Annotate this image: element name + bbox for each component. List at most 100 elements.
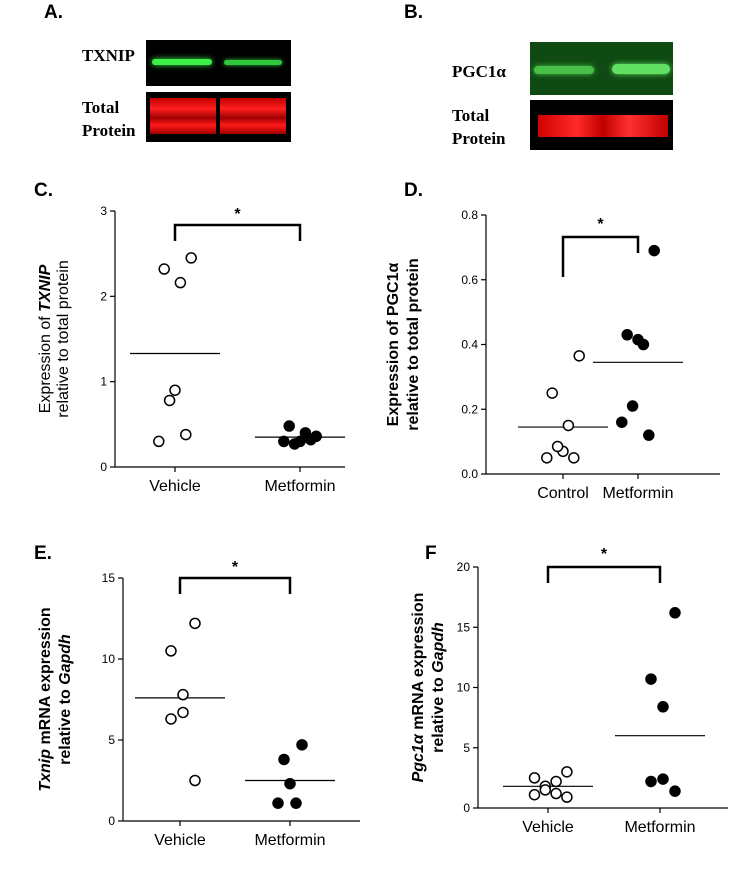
chart-f-point-0-1 bbox=[528, 772, 541, 784]
chart-d-point-0-0 bbox=[573, 350, 585, 362]
panel-a-total-line2: Protein bbox=[82, 121, 136, 140]
chart-e-ytick-label: 10 bbox=[102, 652, 116, 666]
chart-f-point-1-3 bbox=[657, 773, 669, 785]
total-protein-a-lane2 bbox=[220, 98, 286, 134]
chart-c-point-1-1 bbox=[283, 420, 295, 432]
chart-c-ytick-label: 1 bbox=[100, 375, 107, 389]
chart-f-point-1-2 bbox=[657, 701, 669, 713]
chart-c-xtick-label: Vehicle bbox=[149, 478, 201, 495]
chart-e-point-0-3 bbox=[177, 706, 189, 719]
chart-e-point-0-5 bbox=[189, 774, 201, 787]
chart-c-ytick-label: 3 bbox=[100, 204, 107, 218]
chart-f-ytick-label: 5 bbox=[463, 741, 470, 755]
panel-a-total-protein-blot bbox=[146, 92, 291, 142]
chart-d-point-0-4 bbox=[551, 440, 564, 453]
chart-c-ylabel-line2: relative to total protein bbox=[55, 260, 72, 417]
chart-f-point-1-4 bbox=[645, 775, 657, 788]
chart-f-ylabel-line1: Pgc1α mRNA expression bbox=[410, 593, 427, 783]
chart-f-xtick-label: Metformin bbox=[624, 819, 695, 836]
chart-c-xtick-label: Metformin bbox=[264, 478, 335, 495]
chart-c-ylabel-line1-italic: TXNIP bbox=[37, 264, 54, 311]
panel-b-pgc1a-blot bbox=[530, 42, 673, 95]
panel-b-total-line2: Protein bbox=[452, 129, 506, 148]
chart-f-ylabel-line1-suffix: mRNA expression bbox=[410, 593, 427, 735]
chart-e-ylabel-line2-italic: Gapdh bbox=[57, 634, 74, 685]
chart-d-point-0-5 bbox=[568, 452, 580, 464]
chart-c-point-0-2 bbox=[174, 276, 187, 289]
chart-d: 0.0 0.2 0.4 0.6 0.8 Control Metformin Expressio… bbox=[385, 208, 720, 502]
chart-e-point-0-2 bbox=[177, 688, 189, 701]
chart-f-ylabel-line2: relative to Gapdh bbox=[430, 622, 447, 753]
chart-d-ytick-label: 0.2 bbox=[461, 402, 478, 416]
chart-d-point-1-4 bbox=[626, 400, 639, 412]
chart-e-point-0-4 bbox=[165, 713, 177, 725]
chart-f: 0 5 10 15 20 Vehicle Metformin Pgc1α mRNA expre… bbox=[410, 546, 728, 836]
chart-f-point-0-5 bbox=[550, 787, 562, 800]
chart-f-significance-bracket bbox=[546, 565, 662, 583]
chart-d-significance-star: * bbox=[597, 216, 604, 233]
chart-e-point-0-1 bbox=[165, 645, 177, 657]
chart-d-significance-bracket bbox=[561, 235, 640, 277]
panel-b-total-protein-label: Total Protein bbox=[452, 104, 506, 150]
chart-c-point-0-0 bbox=[185, 252, 197, 264]
chart-f-ylabel-line2-italic: Gapdh bbox=[430, 622, 447, 673]
chart-e-point-1-3 bbox=[290, 797, 302, 809]
chart-e-ylabel-line1-italic: Txnip bbox=[37, 749, 54, 792]
chart-d-ytick-label: 0.6 bbox=[461, 273, 478, 287]
chart-c-ylabel-line2-text: relative to total protein bbox=[55, 260, 72, 417]
chart-e-ylabel-line2: relative to Gapdh bbox=[57, 634, 74, 765]
chart-e-point-1-2 bbox=[284, 777, 296, 790]
chart-c: 0 1 2 3 Vehicle Metformin Expression of TXNIP r… bbox=[37, 204, 345, 495]
chart-e-xtick-label: Metformin bbox=[254, 832, 325, 849]
chart-f-ylabel-line2-text: relative to bbox=[430, 673, 447, 753]
chart-d-point-1-1 bbox=[621, 329, 633, 341]
chart-c-ylabel-line1-text: Expression of bbox=[37, 312, 54, 413]
chart-c-point-0-1 bbox=[158, 263, 170, 275]
chart-c-ylabel-line1: Expression of TXNIP bbox=[37, 264, 54, 413]
chart-f-significance-star: * bbox=[601, 546, 608, 563]
panel-d-letter: D. bbox=[404, 180, 423, 201]
chart-e-point-1-0 bbox=[296, 739, 308, 751]
chart-f-ytick-label: 20 bbox=[457, 560, 471, 574]
chart-e-significance-bracket bbox=[178, 576, 292, 594]
chart-d-ylabel-line2-text: relative to total protein bbox=[405, 258, 422, 430]
total-protein-a-lane1 bbox=[150, 98, 216, 134]
chart-e-ytick-label: 5 bbox=[108, 733, 115, 747]
chart-e-ytick-label: 0 bbox=[108, 814, 115, 828]
chart-d-ytick-label: 0.8 bbox=[461, 208, 478, 222]
chart-c-point-1-4 bbox=[288, 438, 301, 450]
chart-f-xtick-label: Vehicle bbox=[522, 819, 574, 836]
panel-c-letter: C. bbox=[34, 180, 53, 201]
chart-d-point-0-6 bbox=[541, 452, 553, 464]
chart-e-ylabel-line1-suffix: mRNA expression bbox=[37, 607, 54, 749]
chart-f-point-0-2 bbox=[550, 775, 562, 788]
chart-d-point-1-0 bbox=[648, 244, 660, 257]
chart-e-xtick-label: Vehicle bbox=[154, 832, 206, 849]
panel-a-letter: A. bbox=[44, 2, 63, 23]
chart-f-point-0-6 bbox=[528, 788, 541, 801]
chart-e-point-0-0 bbox=[189, 617, 201, 630]
chart-d-point-1-3 bbox=[632, 333, 644, 346]
chart-e-ylabel-line1: Txnip mRNA expression bbox=[37, 607, 54, 791]
panel-b-total-protein-blot bbox=[530, 100, 673, 150]
chart-d-point-1-6 bbox=[616, 416, 628, 428]
chart-e-point-1-4 bbox=[272, 797, 284, 809]
chart-d-xtick-label: Metformin bbox=[602, 485, 673, 502]
pgc1a-band-lane1 bbox=[534, 66, 594, 74]
chart-e-ytick-label: 15 bbox=[102, 571, 116, 585]
chart-f-ytick-label: 10 bbox=[457, 681, 471, 695]
txnip-band-lane2 bbox=[224, 60, 282, 65]
chart-d-ylabel-line1-text: Expression of PGC1α bbox=[385, 263, 402, 427]
panel-e-letter: E. bbox=[34, 543, 52, 564]
chart-e: 0 5 10 15 Vehicle Metformin Txnip mRNA express… bbox=[37, 560, 360, 849]
chart-d-point-0-1 bbox=[546, 387, 558, 399]
chart-c-ytick-label: 2 bbox=[100, 289, 107, 303]
chart-d-ytick-label: 0.4 bbox=[461, 338, 478, 352]
chart-d-xtick-label: Control bbox=[537, 485, 589, 502]
chart-c-significance-bracket bbox=[173, 223, 302, 241]
chart-c-point-0-6 bbox=[153, 435, 165, 448]
panel-a-txnip-blot bbox=[146, 40, 291, 86]
panel-b-pgc1a-label: PGC1α bbox=[452, 62, 506, 81]
chart-d-ylabel-line1: Expression of PGC1α bbox=[385, 263, 402, 427]
panel-b-letter: B. bbox=[404, 2, 423, 23]
